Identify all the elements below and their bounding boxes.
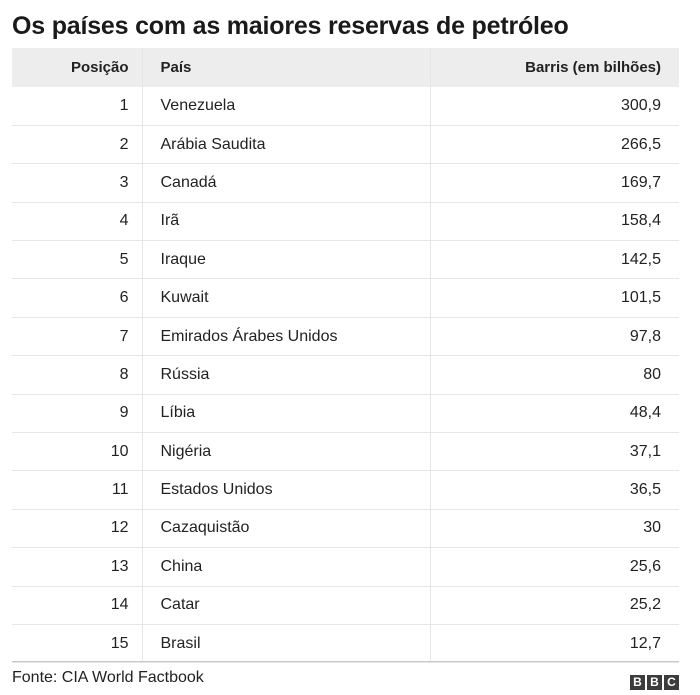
- cell-country: Iraque: [142, 240, 431, 280]
- cell-country: Estados Unidos: [142, 470, 431, 510]
- cell-position: 2: [12, 125, 143, 165]
- bbc-logo: B B C: [630, 675, 679, 690]
- table-body: 1 Venezuela 300,9 2 Arábia Saudita 266,5 3 Cana…: [12, 87, 679, 664]
- cell-country: Arábia Saudita: [142, 125, 431, 165]
- cell-country: Kuwait: [142, 278, 431, 318]
- cell-position: 7: [12, 317, 143, 357]
- cell-country: Líbia: [142, 394, 431, 434]
- cell-barrels: 158,4: [430, 202, 679, 242]
- cell-country: Canadá: [142, 163, 431, 203]
- cell-barrels: 300,9: [430, 87, 679, 126]
- cell-position: 11: [12, 470, 143, 510]
- cell-country: Emirados Árabes Unidos: [142, 317, 431, 357]
- table-row: 8 Rússia 80: [12, 355, 679, 395]
- table-row: 6 Kuwait 101,5: [12, 278, 679, 318]
- cell-position: 4: [12, 202, 143, 242]
- table-row: 1 Venezuela 300,9: [12, 87, 679, 126]
- column-header-position: Posição: [12, 48, 143, 87]
- cell-position: 5: [12, 240, 143, 280]
- cell-barrels: 30: [430, 509, 679, 549]
- cell-position: 9: [12, 394, 143, 434]
- cell-country: Catar: [142, 586, 431, 625]
- oil-reserves-table: Posição País Barris (em bilhões) 1 Venezu…: [12, 48, 679, 664]
- cell-country: Nigéria: [142, 432, 431, 472]
- bbc-logo-letter: B: [647, 675, 662, 690]
- cell-barrels: 25,6: [430, 547, 679, 587]
- cell-position: 14: [12, 586, 143, 625]
- cell-position: 10: [12, 432, 143, 472]
- column-header-country: País: [142, 48, 431, 87]
- cell-barrels: 142,5: [430, 240, 679, 280]
- chart-title: Os países com as maiores reservas de pet…: [12, 12, 569, 40]
- bbc-logo-letter: C: [664, 675, 679, 690]
- cell-position: 8: [12, 355, 143, 395]
- table-row: 7 Emirados Árabes Unidos 97,8: [12, 317, 679, 357]
- cell-barrels: 12,7: [430, 624, 679, 664]
- cell-barrels: 80: [430, 355, 679, 395]
- cell-position: 3: [12, 163, 143, 203]
- footer-divider: [12, 661, 679, 662]
- table-row: 5 Iraque 142,5: [12, 240, 679, 280]
- table-row: 2 Arábia Saudita 266,5: [12, 125, 679, 165]
- table-row: 14 Catar 25,2: [12, 586, 679, 625]
- cell-position: 15: [12, 624, 143, 664]
- cell-position: 12: [12, 509, 143, 549]
- cell-country: Rússia: [142, 355, 431, 395]
- cell-barrels: 101,5: [430, 278, 679, 318]
- table-row: 11 Estados Unidos 36,5: [12, 470, 679, 510]
- cell-country: Irã: [142, 202, 431, 242]
- table-row: 12 Cazaquistão 30: [12, 509, 679, 549]
- cell-country: Venezuela: [142, 87, 431, 126]
- cell-barrels: 169,7: [430, 163, 679, 203]
- cell-barrels: 37,1: [430, 432, 679, 472]
- cell-position: 13: [12, 547, 143, 587]
- table-row: 15 Brasil 12,7: [12, 624, 679, 664]
- cell-barrels: 97,8: [430, 317, 679, 357]
- cell-barrels: 36,5: [430, 470, 679, 510]
- table-row: 3 Canadá 169,7: [12, 163, 679, 203]
- cell-position: 1: [12, 87, 143, 126]
- table-row: 4 Irã 158,4: [12, 202, 679, 242]
- cell-country: China: [142, 547, 431, 587]
- bbc-logo-letter: B: [630, 675, 645, 690]
- column-header-barrels: Barris (em bilhões): [525, 59, 661, 76]
- table-row: 13 China 25,6: [12, 547, 679, 587]
- table-header-row: Posição País Barris (em bilhões): [12, 48, 679, 87]
- cell-country: Brasil: [142, 624, 431, 664]
- cell-position: 6: [12, 278, 143, 318]
- cell-barrels: 25,2: [430, 586, 679, 625]
- source-note: Fonte: CIA World Factbook: [12, 669, 204, 686]
- cell-country: Cazaquistão: [142, 509, 431, 549]
- cell-barrels: 48,4: [430, 394, 679, 434]
- table-row: 9 Líbia 48,4: [12, 394, 679, 434]
- table-row: 10 Nigéria 37,1: [12, 432, 679, 472]
- cell-barrels: 266,5: [430, 125, 679, 165]
